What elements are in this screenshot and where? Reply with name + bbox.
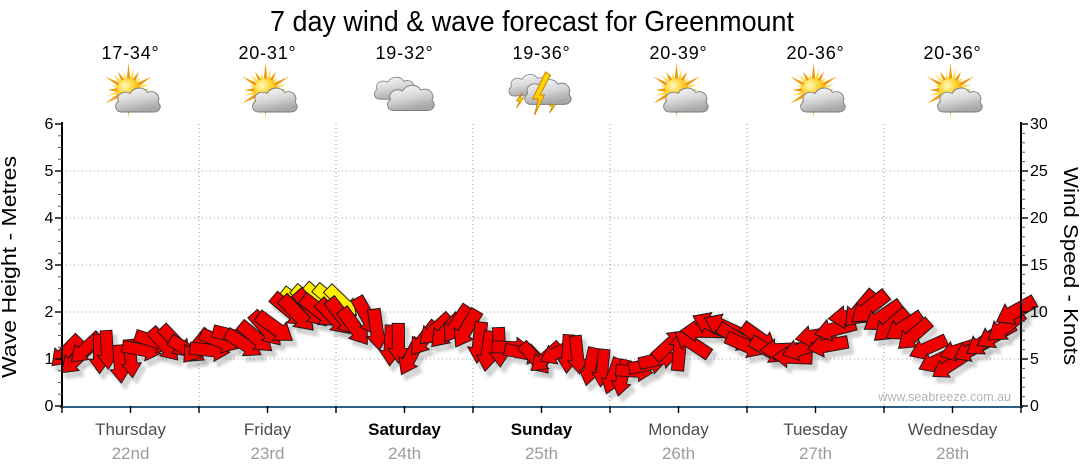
- svg-text:6: 6: [45, 116, 54, 133]
- svg-text:Friday: Friday: [244, 420, 292, 439]
- svg-text:Wednesday: Wednesday: [908, 420, 998, 439]
- svg-text:Monday: Monday: [648, 420, 709, 439]
- svg-text:7 day wind & wave forecast for: 7 day wind & wave forecast for Greenmoun…: [270, 6, 794, 38]
- svg-text:22nd: 22nd: [112, 444, 150, 463]
- svg-text:1: 1: [45, 351, 54, 368]
- svg-text:4: 4: [45, 210, 54, 227]
- svg-text:19-32°: 19-32°: [375, 43, 433, 63]
- svg-text:10: 10: [1030, 304, 1048, 321]
- svg-text:20-36°: 20-36°: [786, 43, 844, 63]
- svg-text:www.seabreeze.com.au: www.seabreeze.com.au: [877, 390, 1011, 404]
- svg-text:23rd: 23rd: [250, 444, 284, 463]
- svg-text:5: 5: [1030, 351, 1039, 368]
- svg-text:0: 0: [1030, 398, 1039, 415]
- svg-text:5: 5: [45, 163, 54, 180]
- svg-text:25th: 25th: [525, 444, 558, 463]
- svg-text:20: 20: [1030, 210, 1048, 227]
- svg-text:Wind Speed - Knots: Wind Speed - Knots: [1059, 167, 1080, 365]
- svg-text:Saturday: Saturday: [368, 420, 441, 439]
- svg-text:Tuesday: Tuesday: [783, 420, 848, 439]
- svg-text:26th: 26th: [662, 444, 695, 463]
- svg-text:20-36°: 20-36°: [923, 43, 981, 63]
- svg-text:Wave Height - Metres: Wave Height - Metres: [0, 156, 21, 378]
- svg-text:Sunday: Sunday: [511, 420, 573, 439]
- svg-text:24th: 24th: [388, 444, 421, 463]
- svg-text:15: 15: [1030, 257, 1048, 274]
- svg-text:20-31°: 20-31°: [238, 43, 296, 63]
- svg-text:3: 3: [45, 257, 54, 274]
- svg-text:0: 0: [45, 398, 54, 415]
- svg-text:28th: 28th: [936, 444, 969, 463]
- svg-text:20-39°: 20-39°: [649, 43, 707, 63]
- svg-text:27th: 27th: [799, 444, 832, 463]
- svg-text:19-36°: 19-36°: [512, 43, 570, 63]
- svg-text:2: 2: [45, 304, 54, 321]
- svg-text:25: 25: [1030, 163, 1048, 180]
- svg-text:17-34°: 17-34°: [101, 43, 159, 63]
- svg-text:30: 30: [1030, 116, 1048, 133]
- svg-text:Thursday: Thursday: [95, 420, 166, 439]
